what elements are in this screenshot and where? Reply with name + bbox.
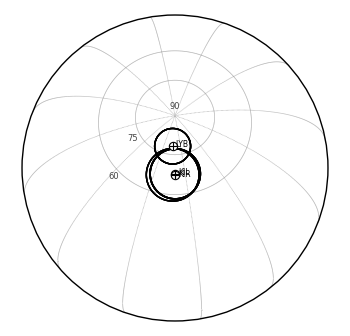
Text: 75: 75 [127, 134, 138, 143]
Text: LYB: LYB [176, 140, 189, 149]
Text: KIL: KIL [178, 168, 190, 177]
Text: 90: 90 [170, 102, 180, 111]
Circle shape [22, 15, 328, 321]
Text: 60: 60 [108, 172, 119, 181]
Text: KIR: KIR [178, 170, 191, 179]
